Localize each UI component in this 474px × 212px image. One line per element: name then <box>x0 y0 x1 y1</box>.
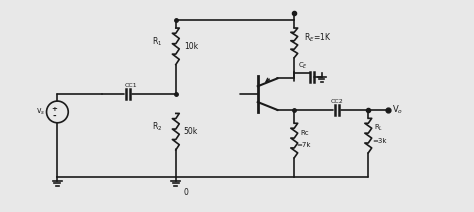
Text: 0: 0 <box>184 188 189 197</box>
Text: CC2: CC2 <box>331 99 344 104</box>
Text: R$_E$=1K: R$_E$=1K <box>304 32 331 44</box>
Text: =7k: =7k <box>296 142 311 148</box>
Text: =3k: =3k <box>372 138 387 144</box>
Text: 50k: 50k <box>184 127 198 136</box>
Text: -: - <box>53 112 56 121</box>
Text: V$_o$: V$_o$ <box>392 104 403 116</box>
Text: R$_2$: R$_2$ <box>152 120 163 133</box>
Text: CC1: CC1 <box>125 83 137 88</box>
Text: R$_1$: R$_1$ <box>152 35 163 48</box>
Text: C$_E$: C$_E$ <box>298 60 308 71</box>
Text: R$_L$: R$_L$ <box>374 123 383 133</box>
Text: +: + <box>52 106 57 112</box>
Text: v$_s$: v$_s$ <box>36 107 45 117</box>
Text: 10k: 10k <box>184 42 198 51</box>
Text: Rc: Rc <box>300 130 309 136</box>
